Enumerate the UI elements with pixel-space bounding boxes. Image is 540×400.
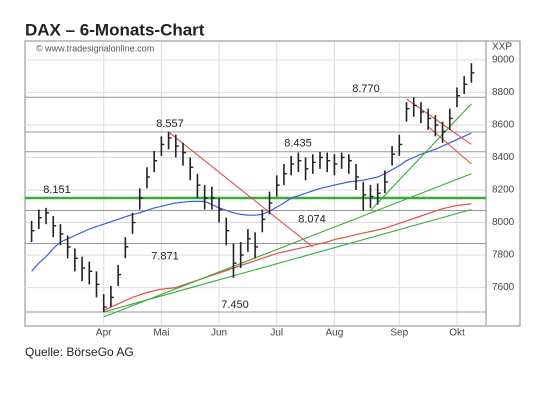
unit-label: XXP — [492, 42, 512, 53]
y-tick-label: 7600 — [492, 282, 515, 293]
moving-average — [103, 203, 472, 311]
chart-frame — [24, 40, 521, 327]
level-label: 8.074 — [298, 213, 326, 225]
y-tick-label: 9000 — [492, 55, 515, 66]
y-tick-label: 8200 — [492, 185, 515, 196]
x-tick-label: Jul — [270, 328, 283, 339]
level-label: 7.450 — [221, 299, 249, 311]
watermark: © www.tradesignalonline.com — [36, 43, 154, 53]
level-label: 8.770 — [352, 83, 380, 95]
source-note: Quelle: BörseGo AG — [25, 345, 134, 359]
x-tick-label: Sep — [390, 328, 408, 339]
x-tick-label: Apr — [96, 328, 112, 339]
y-tick-label: 8400 — [492, 152, 515, 163]
x-tick-label: Mai — [153, 328, 169, 339]
y-tick-label: 8600 — [492, 120, 515, 131]
y-tick-label: 8000 — [492, 217, 515, 228]
trendline — [370, 103, 472, 211]
y-tick-label: 8800 — [492, 87, 515, 98]
level-label: 8.435 — [284, 138, 312, 150]
x-tick-label: Aug — [326, 328, 344, 339]
trendline — [103, 173, 472, 318]
trendline — [103, 208, 472, 313]
chart-title: DAX – 6-Monats-Chart — [25, 20, 205, 39]
moving-average — [31, 132, 472, 272]
trendline — [406, 98, 472, 145]
level-label: 8.151 — [43, 184, 71, 196]
trendline — [168, 131, 314, 248]
y-tick-label: 7800 — [492, 250, 515, 261]
level-label: 8.557 — [156, 118, 184, 130]
level-label: 7.871 — [151, 250, 179, 262]
x-tick-label: Okt — [449, 328, 465, 339]
x-tick-label: Jun — [211, 328, 227, 339]
